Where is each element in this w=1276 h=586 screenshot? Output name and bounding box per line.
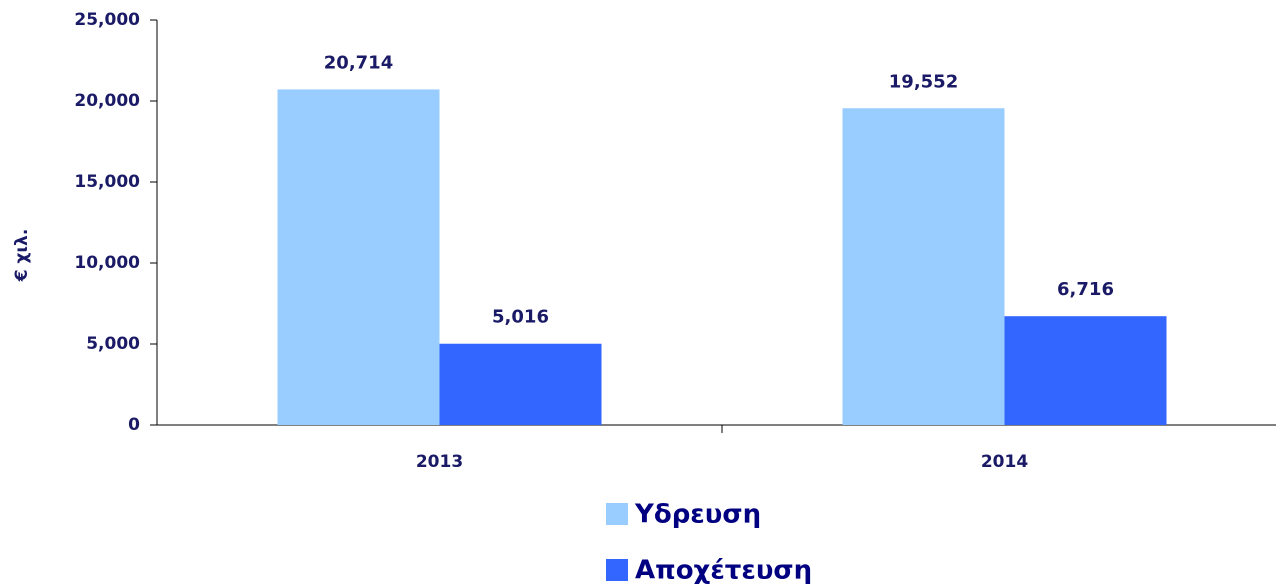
y-tick-label: 5,000 [86, 334, 140, 354]
y-tick-label: 0 [128, 415, 140, 435]
value-label: 19,552 [889, 71, 958, 92]
y-tick-label: 15,000 [74, 172, 140, 192]
value-label: 5,016 [492, 307, 549, 328]
x-tick-label: 2014 [981, 452, 1028, 472]
x-tick-label: 2013 [416, 452, 463, 472]
bar [277, 89, 440, 425]
legend-swatch [606, 559, 628, 581]
bar [1004, 316, 1167, 425]
value-label: 6,716 [1057, 279, 1114, 300]
legend-label: Αποχέτευση [635, 556, 812, 586]
y-axis-label: € χιλ. [12, 229, 32, 283]
y-tick-label: 10,000 [74, 253, 140, 273]
value-label: 20,714 [324, 52, 393, 73]
legend-label: Υδρευση [634, 500, 761, 530]
legend-swatch [606, 503, 628, 525]
bar [842, 108, 1005, 425]
y-tick-label: 25,000 [74, 10, 140, 30]
y-tick-label: 20,000 [74, 91, 140, 111]
bar [439, 343, 602, 425]
